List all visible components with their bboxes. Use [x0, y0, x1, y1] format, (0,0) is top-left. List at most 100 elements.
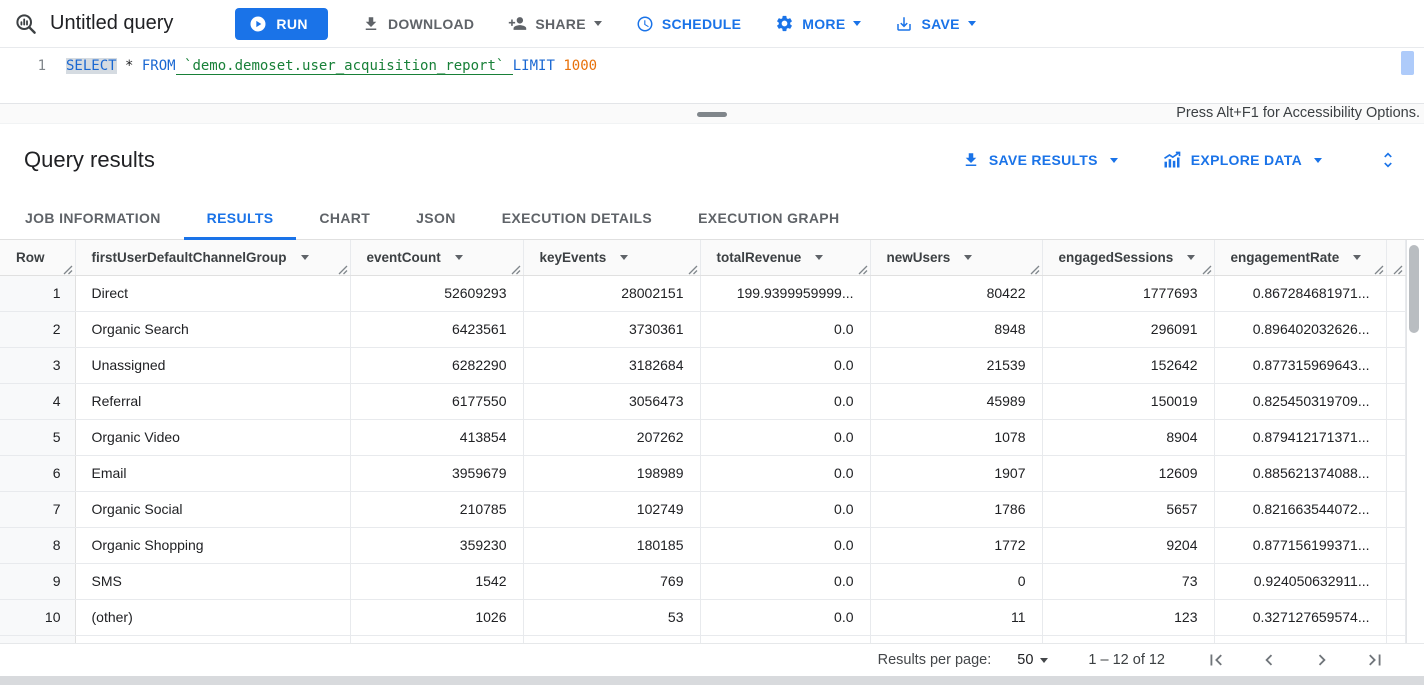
table-row: 11Paid Social9371340.03461.0	[0, 635, 1406, 643]
download-label: DOWNLOAD	[387, 15, 475, 32]
column-resize-handle[interactable]	[1393, 263, 1403, 274]
tab-results[interactable]: RESULTS	[183, 196, 297, 240]
tab-json[interactable]: JSON	[416, 210, 456, 226]
query-toolbar: Untitled query RUN DOWNLOAD SHARE	[0, 0, 1424, 48]
data-cell: 1026	[350, 599, 524, 636]
overflow-cell	[1386, 491, 1406, 528]
data-cell: 1777693	[1042, 275, 1215, 312]
data-cell: 0	[870, 563, 1043, 600]
column-resize-handle[interactable]	[688, 263, 698, 274]
column-resize-handle[interactable]	[858, 263, 868, 274]
data-cell: 0.877315969643...	[1214, 347, 1387, 384]
chevron-right-icon	[1318, 654, 1326, 666]
run-button[interactable]: RUN	[235, 7, 328, 40]
row-number-cell: 10	[0, 599, 76, 636]
last-page-button[interactable]	[1364, 649, 1386, 671]
row-number-cell: 9	[0, 563, 76, 600]
splitter-drag-handle[interactable]	[697, 112, 727, 117]
column-menu-icon[interactable]	[815, 255, 824, 261]
accessibility-hint: Press Alt+F1 for Accessibility Options.	[1176, 105, 1420, 121]
horizontal-scrollbar[interactable]	[0, 676, 1424, 685]
sql-code: SELECT * FROM `demo.demoset.user_acquisi…	[66, 58, 598, 75]
data-cell: Unassigned	[75, 347, 351, 384]
sql-limit-value: 1000	[554, 58, 598, 74]
sql-table-reference[interactable]: `demo.demoset.user_acquisition_report`	[175, 58, 513, 75]
data-cell: 0.0	[700, 455, 871, 492]
table-row: 3 Unassigned 6282290 3182684 0.0 21539 152642 0…	[0, 347, 1406, 384]
column-resize-handle[interactable]	[338, 263, 348, 274]
column-header-engagementRate[interactable]: engagementRate	[1214, 240, 1387, 276]
column-header-firstUserDefaultChannelGroup[interactable]: firstUserDefaultChannelGroup	[75, 240, 351, 276]
column-menu-icon[interactable]	[300, 255, 309, 261]
row-number-cell: 11	[0, 635, 76, 643]
save-button[interactable]: SAVE	[895, 15, 976, 33]
results-table: Row firstUserDefaultChannelGroup eventCoun…	[0, 240, 1406, 643]
overflow-cell	[1386, 347, 1406, 384]
download-button[interactable]: DOWNLOAD	[362, 15, 474, 33]
data-cell: 73	[1042, 563, 1215, 600]
column-resize-handle[interactable]	[511, 263, 521, 274]
column-header-eventCount[interactable]: eventCount	[350, 240, 524, 276]
data-cell: 296091	[1042, 311, 1215, 348]
share-button[interactable]: SHARE	[508, 14, 602, 33]
overflow-cell	[1386, 275, 1406, 312]
previous-page-button[interactable]	[1258, 649, 1280, 671]
data-cell: 0.879412171371...	[1214, 419, 1387, 456]
explore-data-button[interactable]: EXPLORE DATA	[1162, 150, 1322, 170]
column-resize-handle[interactable]	[1374, 263, 1384, 274]
column-menu-icon[interactable]	[620, 255, 629, 261]
unfold-icon	[1378, 150, 1398, 170]
more-button[interactable]: MORE	[775, 14, 862, 33]
column-resize-handle[interactable]	[1202, 263, 1212, 274]
data-cell: 1907	[870, 455, 1043, 492]
tab-execution-graph[interactable]: EXECUTION GRAPH	[698, 210, 840, 226]
sql-editor[interactable]: 1 SELECT * FROM `demo.demoset.user_acqui…	[0, 48, 1424, 103]
save-results-button[interactable]: SAVE RESULTS	[962, 151, 1118, 169]
table-row: 1 Direct 52609293 28002151 199.9399959999...…	[0, 275, 1406, 312]
column-menu-icon[interactable]	[454, 255, 463, 261]
column-menu-icon[interactable]	[964, 255, 973, 261]
data-cell: 0.0	[700, 635, 871, 643]
row-number-cell: 7	[0, 491, 76, 528]
data-cell: 0.825450319709...	[1214, 383, 1387, 420]
tab-chart[interactable]: CHART	[319, 210, 371, 226]
column-header-newUsers[interactable]: newUsers	[870, 240, 1043, 276]
column-header-engagedSessions[interactable]: engagedSessions	[1042, 240, 1215, 276]
clock-icon	[636, 15, 654, 33]
data-cell: Direct	[75, 275, 351, 312]
editor-scrollbar-thumb[interactable]	[1401, 51, 1414, 75]
next-page-button[interactable]	[1311, 649, 1333, 671]
first-page-button[interactable]	[1205, 649, 1227, 671]
data-cell: 0.0	[700, 419, 871, 456]
data-cell: Organic Search	[75, 311, 351, 348]
table-row: 8 Organic Shopping 359230 180185 0.0 1772 9204…	[0, 527, 1406, 564]
data-cell: 6177550	[350, 383, 524, 420]
column-menu-icon[interactable]	[1353, 255, 1362, 261]
column-label: firstUserDefaultChannelGroup	[91, 250, 287, 266]
toolbar-actions: RUN DOWNLOAD SHARE SCHEDULE MORE	[235, 7, 976, 40]
data-cell: 80422	[870, 275, 1043, 312]
page-size-select[interactable]: 50	[1017, 652, 1049, 668]
table-row: 5 Organic Video 413854 207262 0.0 1078 8904 0.8…	[0, 419, 1406, 456]
column-header-totalRevenue[interactable]: totalRevenue	[700, 240, 871, 276]
tab-execution-details[interactable]: EXECUTION DETAILS	[501, 210, 653, 226]
table-body: 1 Direct 52609293 28002151 199.9399959999...…	[0, 275, 1406, 643]
table-row: 7 Organic Social 210785 102749 0.0 1786 5657 0.…	[0, 491, 1406, 528]
schedule-button[interactable]: SCHEDULE	[636, 15, 741, 33]
table-row: 10 (other) 1026 53 0.0 11 123 0.327127659574...	[0, 599, 1406, 636]
column-resize-handle[interactable]	[63, 263, 73, 274]
row-number-cell: 5	[0, 419, 76, 456]
query-icon	[14, 12, 38, 36]
column-header-keyEvents[interactable]: keyEvents	[523, 240, 701, 276]
table-row: 2 Organic Search 6423561 3730361 0.0 8948 2960…	[0, 311, 1406, 348]
column-menu-icon[interactable]	[1187, 255, 1196, 261]
table-scrollbar-thumb[interactable]	[1409, 245, 1419, 333]
expand-panel-button[interactable]	[1378, 150, 1398, 170]
overflow-cell	[1386, 599, 1406, 636]
sql-keyword-limit: LIMIT	[512, 58, 555, 74]
column-resize-handle[interactable]	[1030, 263, 1040, 274]
data-cell: 8904	[1042, 419, 1215, 456]
tab-job-information[interactable]: JOB INFORMATION	[25, 210, 161, 226]
column-header-Row[interactable]: Row	[0, 240, 76, 276]
data-cell: SMS	[75, 563, 351, 600]
